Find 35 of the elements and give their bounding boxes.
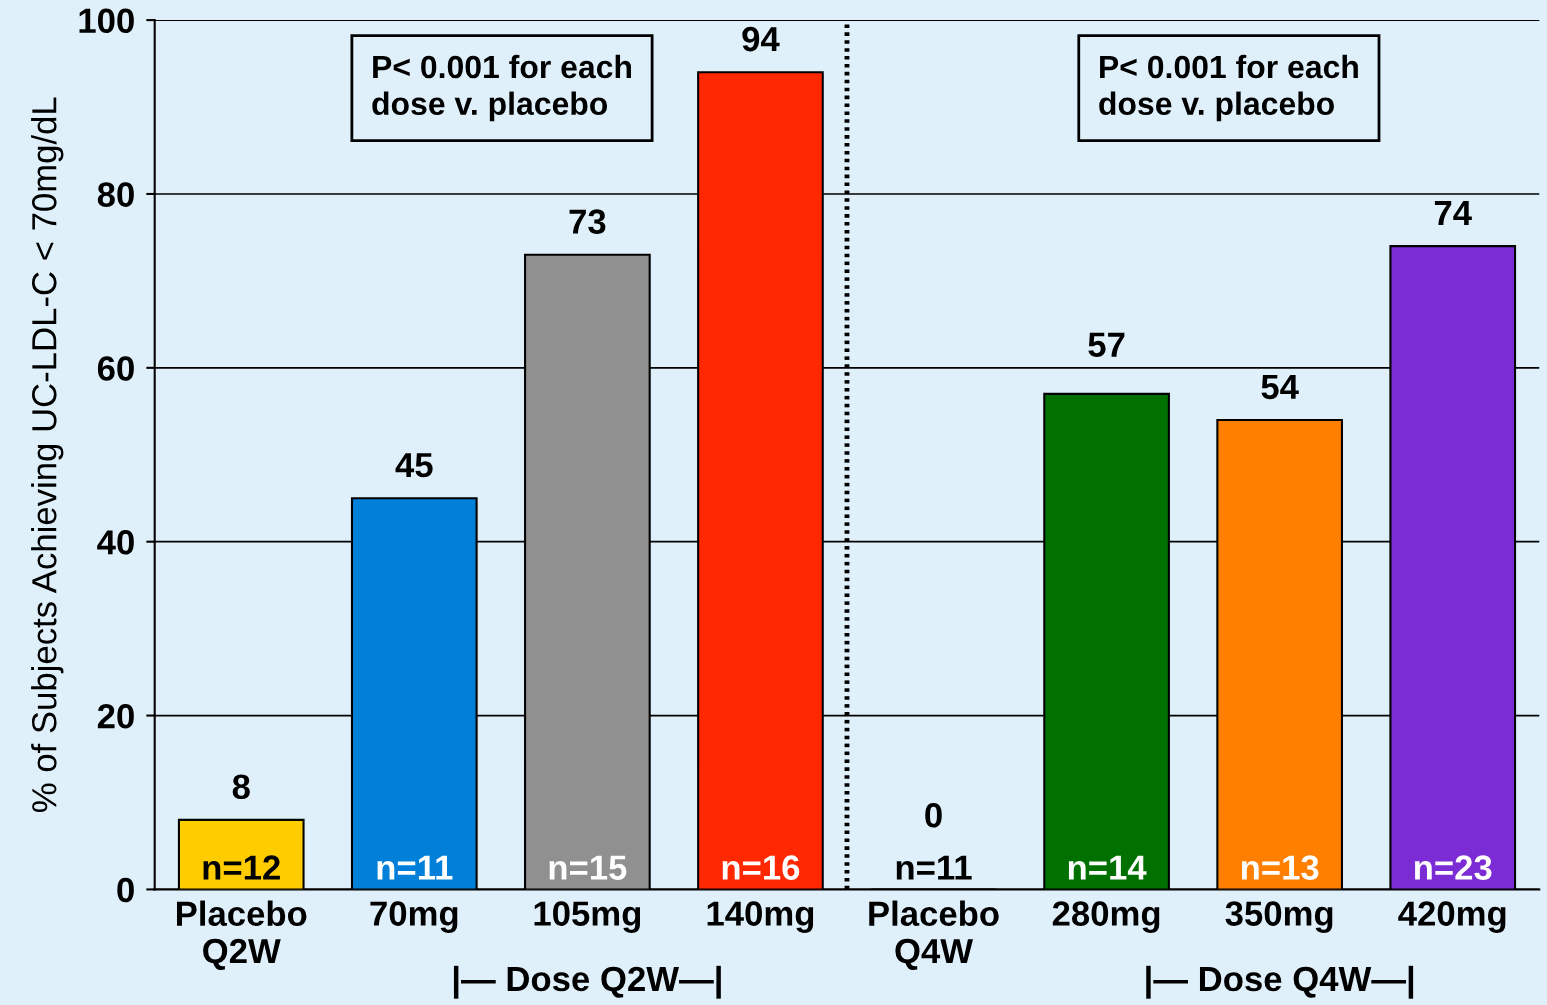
x-tick-label: 280mg (1052, 901, 1160, 933)
data-label: 8 (232, 774, 250, 800)
text: |— Dose Q2W—| (453, 965, 721, 999)
x-tick-label: 70mg (370, 901, 458, 933)
annotation: n=13 (1241, 855, 1319, 880)
y-tick-label: 40 (97, 530, 134, 555)
y-tick-label: 80 (97, 182, 134, 207)
data-label: 57 (1088, 332, 1125, 357)
annotation: n=11 (896, 855, 972, 880)
x-tick-label: 420mg (1398, 901, 1506, 933)
annotation: n=11 (377, 855, 453, 880)
x-tick-label: 105mg (534, 901, 641, 933)
y-tick-label: 60 (97, 356, 134, 381)
data-label: 54 (1261, 374, 1299, 400)
annotation: n=23 (1414, 855, 1492, 880)
annotation: P< 0.001 for each dose v. placebo (372, 54, 631, 122)
data-label: 45 (395, 453, 433, 478)
y-tick-label: 20 (97, 703, 134, 729)
annotation: n=12 (203, 855, 280, 880)
data-label: 94 (742, 26, 780, 52)
data-label: 73 (569, 209, 606, 234)
x-tick-label: 140mg (707, 901, 814, 933)
text: |— Dose Q4W—| (1146, 965, 1414, 999)
y-tick-label: 100 (79, 8, 134, 34)
x-tick-label: Placebo Q2W (176, 900, 307, 970)
annotation: P< 0.001 for each dose v. placebo (1099, 54, 1358, 122)
data-label: 74 (1434, 201, 1472, 225)
data-label: 0 (925, 802, 942, 828)
y-axis-title: % of Subjects Achieving UC-LDL-C < 70mg/dL (31, 97, 64, 812)
y-tick-label: 0 (117, 877, 134, 903)
annotation: n=14 (1068, 855, 1147, 880)
annotation: n=16 (722, 855, 800, 880)
x-tick-label: 350mg (1225, 901, 1333, 933)
annotation: n=15 (549, 855, 627, 880)
x-tick-label: Placebo Q4W (869, 900, 999, 970)
